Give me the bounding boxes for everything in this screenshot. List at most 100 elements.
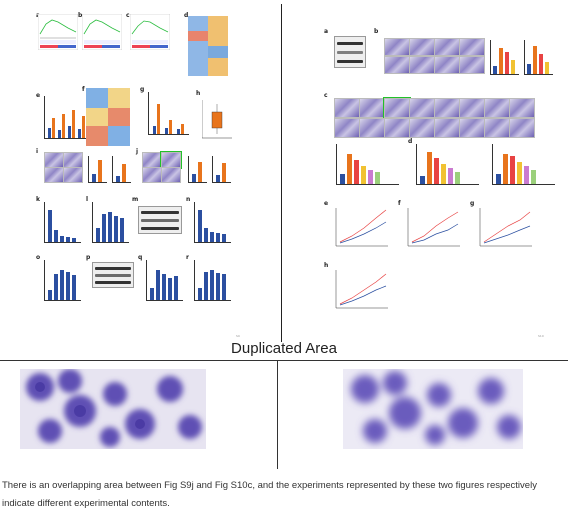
figure-divider (281, 4, 282, 342)
bar (204, 272, 208, 300)
caption: There is an overlapping area between Fig… (2, 480, 537, 509)
blot-band (95, 274, 131, 277)
micrograph (384, 118, 410, 138)
bar (503, 154, 508, 184)
bar (66, 272, 70, 300)
bar-chart-d1 (416, 144, 479, 185)
bar (174, 276, 178, 300)
panel-label-j: j (136, 148, 139, 155)
bar (60, 236, 64, 242)
panel-label-h: h (324, 262, 329, 269)
bar (54, 230, 58, 242)
bar (120, 218, 124, 242)
bar (524, 166, 529, 184)
bar (210, 270, 214, 300)
micrograph (459, 38, 485, 56)
bar (420, 176, 425, 184)
bar (434, 158, 439, 184)
bar (499, 48, 503, 74)
micrograph (409, 98, 435, 118)
bar-chart-i2 (112, 156, 131, 183)
micrograph (459, 98, 485, 118)
bar (493, 66, 497, 74)
bar (222, 274, 226, 300)
bar (48, 128, 51, 138)
panel-label-a: a (324, 28, 329, 35)
bar (169, 120, 172, 134)
bar-chart-k (44, 202, 81, 243)
panel-label-m: m (132, 196, 139, 203)
bar (496, 174, 501, 184)
gsea-plot-b (82, 14, 122, 50)
bar (52, 118, 55, 138)
panel-label-r: r (186, 254, 189, 261)
bar-chart-l (92, 202, 129, 243)
bar (531, 170, 536, 184)
bar (533, 46, 537, 74)
micrograph (434, 56, 460, 74)
bar-chart-g (148, 92, 189, 135)
blot-band (95, 281, 131, 284)
micrograph (459, 56, 485, 74)
panel-label-n: n (186, 196, 191, 203)
panel-label-f: f (82, 86, 85, 93)
micrograph (434, 38, 460, 56)
micrograph (459, 118, 485, 138)
bar (204, 228, 208, 242)
blot-band (141, 211, 179, 214)
western-blot-a (334, 36, 366, 68)
bar (165, 128, 168, 134)
bar-chart-j2 (212, 156, 231, 183)
panel-label-i: i (36, 148, 39, 155)
blot-band (95, 267, 131, 270)
micrograph (44, 152, 64, 168)
bar (505, 52, 509, 74)
panel-label-e: e (36, 92, 41, 99)
bar (210, 232, 214, 242)
bar (539, 54, 543, 74)
bar (222, 234, 226, 242)
bar (62, 114, 65, 138)
blot-band (141, 219, 179, 222)
micrograph (409, 118, 435, 138)
bar (216, 273, 220, 300)
panel-label-q: q (138, 254, 143, 261)
micrograph (161, 167, 181, 183)
bar (157, 104, 160, 134)
bar-chart-d2 (492, 144, 555, 185)
panel-label-k: k (36, 196, 40, 203)
heatmap-f (86, 88, 130, 146)
bar (517, 162, 522, 184)
page-number-right: S10 (538, 334, 544, 338)
bar-chart-i1 (88, 156, 107, 183)
crop-left (20, 369, 206, 449)
panel-label-b: b (78, 12, 83, 19)
right-figure: a b c (284, 0, 568, 346)
bar (181, 124, 184, 134)
gsea-plot-c (130, 14, 170, 50)
bar (108, 212, 112, 242)
bar (116, 176, 120, 182)
bar (66, 237, 70, 242)
micrograph (384, 38, 410, 56)
blot-band (141, 227, 179, 230)
bar (48, 290, 52, 300)
panel-label-o: o (36, 254, 41, 261)
bar (448, 168, 453, 184)
bar-chart-o (44, 260, 81, 301)
bar (216, 233, 220, 242)
bar (92, 174, 96, 182)
micrograph (509, 118, 535, 138)
micrograph (484, 98, 510, 118)
bar (177, 129, 180, 134)
panel-label-g: g (140, 86, 145, 93)
micrograph (142, 167, 162, 183)
micrograph-duplicated (383, 97, 411, 119)
bar (198, 210, 202, 242)
bar (510, 156, 515, 184)
blot-band (337, 60, 363, 63)
bar-chart-b2 (524, 40, 553, 75)
western-blot-m (138, 206, 182, 234)
bar-chart-j1 (188, 156, 207, 183)
figure-composite: a b c d e (36, 0, 568, 346)
